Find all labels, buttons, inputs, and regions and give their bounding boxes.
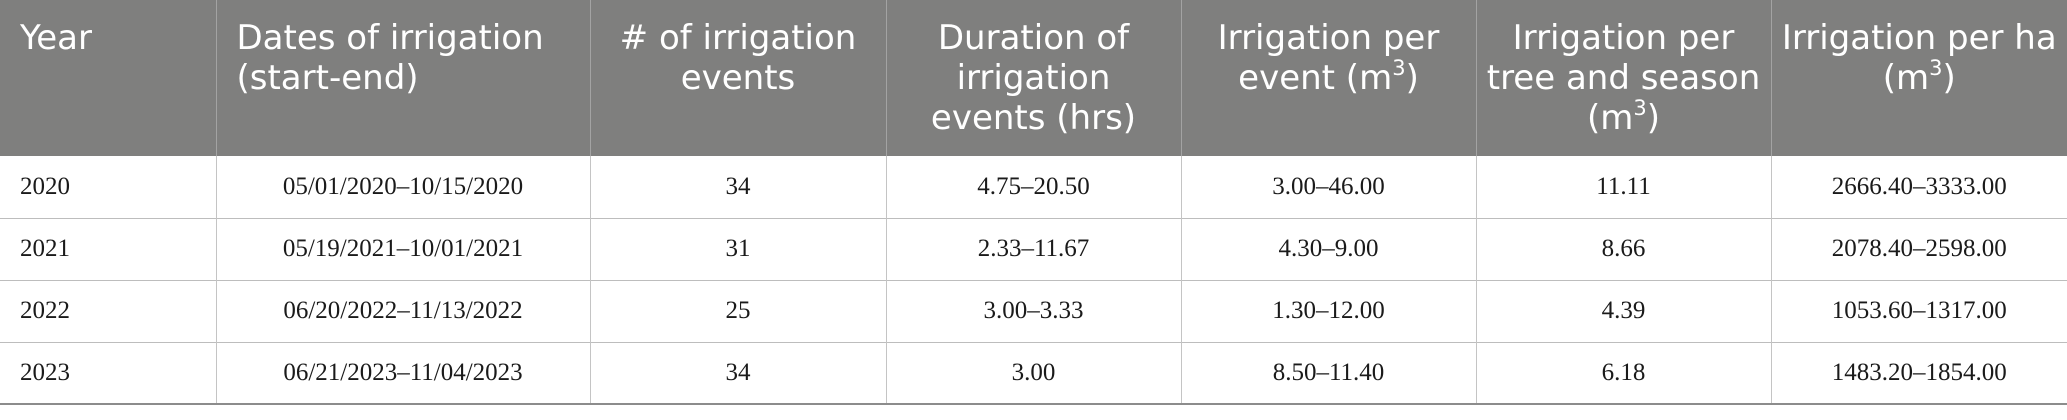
cell-per-event: 3.00–46.00: [1180, 156, 1476, 218]
cell-events: 34: [589, 342, 886, 404]
cell-per-ha: 1483.20–1854.00: [1770, 342, 2067, 404]
cell-dates: 06/21/2023–11/04/2023: [215, 342, 590, 404]
header-per-event: Irrigation per event (m3): [1180, 0, 1476, 156]
header-per-tree: Irrigation per tree and season (m3): [1475, 0, 1771, 156]
irrigation-table: Year Dates of irrigation (start-end) # o…: [0, 0, 2067, 404]
table-header: Year Dates of irrigation (start-end) # o…: [0, 0, 2067, 156]
table-row: 2023 06/21/2023–11/04/2023 34 3.00 8.50–…: [0, 342, 2067, 404]
cell-events: 25: [589, 280, 886, 342]
cell-per-tree: 4.39: [1475, 280, 1771, 342]
header-dates: Dates of irrigation (start-end): [215, 0, 590, 156]
cell-per-event: 1.30–12.00: [1180, 280, 1476, 342]
cell-events: 31: [589, 218, 886, 280]
cell-duration: 2.33–11.67: [885, 218, 1181, 280]
irrigation-table-container: Year Dates of irrigation (start-end) # o…: [0, 0, 2067, 404]
table-body: 2020 05/01/2020–10/15/2020 34 4.75–20.50…: [0, 156, 2067, 404]
header-events: # of irrigation events: [589, 0, 886, 156]
cell-dates: 06/20/2022–11/13/2022: [215, 280, 590, 342]
cell-year: 2023: [20, 358, 70, 386]
cell-per-ha: 1053.60–1317.00: [1770, 280, 2067, 342]
cell-per-tree: 8.66: [1475, 218, 1771, 280]
table-row: 2021 05/19/2021–10/01/2021 31 2.33–11.67…: [0, 218, 2067, 280]
header-per-ha: Irrigation per ha (m3): [1770, 0, 2067, 156]
cell-year: 2020: [20, 172, 70, 200]
table-row: 2022 06/20/2022–11/13/2022 25 3.00–3.33 …: [0, 280, 2067, 342]
cell-per-ha: 2078.40–2598.00: [1770, 218, 2067, 280]
cell-per-ha: 2666.40–3333.00: [1770, 156, 2067, 218]
cell-duration: 3.00: [885, 342, 1181, 404]
table-row: 2020 05/01/2020–10/15/2020 34 4.75–20.50…: [0, 156, 2067, 218]
header-duration: Duration of irrigation events (hrs): [885, 0, 1181, 156]
cell-per-event: 4.30–9.00: [1180, 218, 1476, 280]
cell-events: 34: [589, 156, 886, 218]
cell-per-tree: 6.18: [1475, 342, 1771, 404]
header-row: Year Dates of irrigation (start-end) # o…: [0, 0, 2067, 156]
cell-dates: 05/01/2020–10/15/2020: [215, 156, 590, 218]
cell-per-event: 8.50–11.40: [1180, 342, 1476, 404]
cell-dates: 05/19/2021–10/01/2021: [215, 218, 590, 280]
cell-duration: 3.00–3.33: [885, 280, 1181, 342]
cell-year: 2021: [20, 235, 70, 262]
cell-duration: 4.75–20.50: [885, 156, 1181, 218]
header-year: Year: [20, 18, 92, 58]
cell-year: 2022: [20, 297, 70, 324]
cell-per-tree: 11.11: [1475, 156, 1771, 218]
